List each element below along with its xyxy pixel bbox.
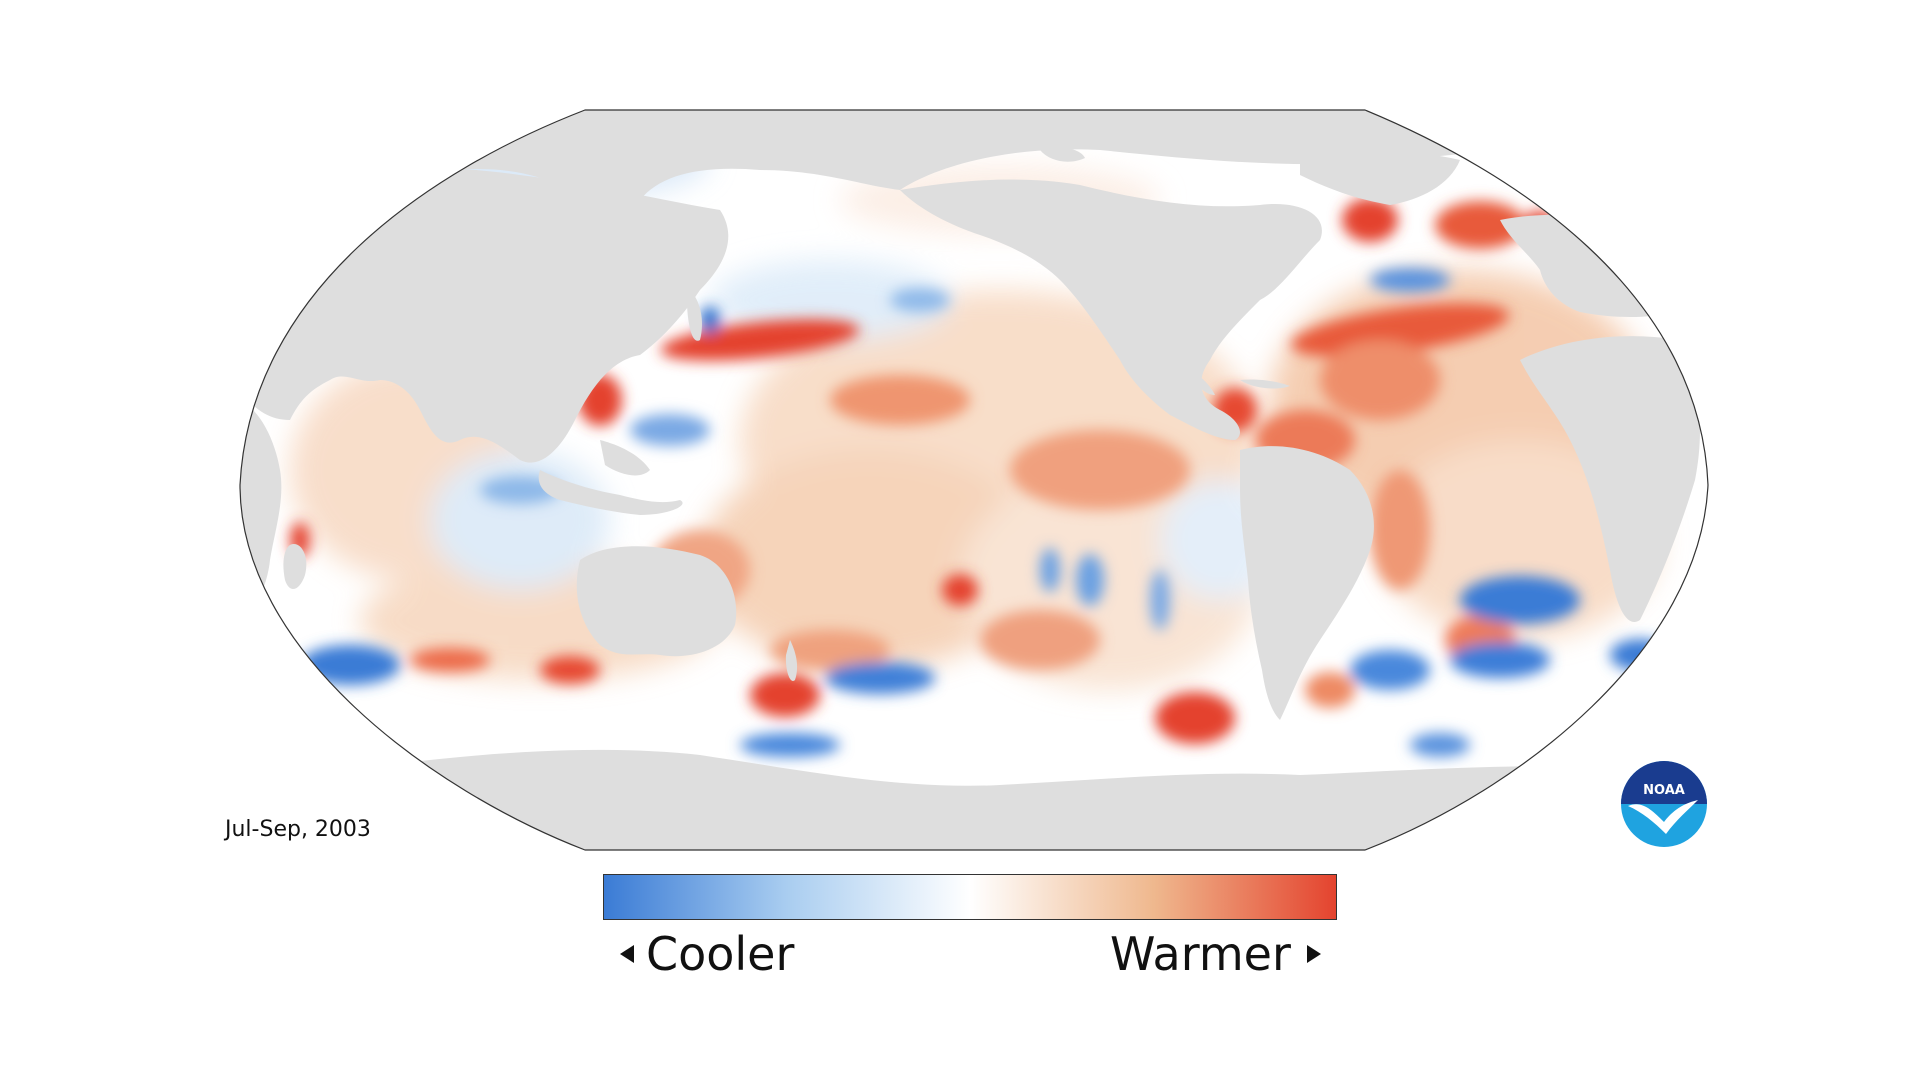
triangle-right-icon: [1306, 944, 1321, 963]
period-label: Jul-Sep, 2003: [225, 817, 371, 842]
noaa-logo-text: NOAA: [1643, 783, 1685, 798]
map-outline: [239, 109, 1709, 851]
legend-cooler-label: Cooler: [620, 924, 794, 984]
noaa-logo: NOAA: [1621, 761, 1707, 847]
triangle-left-icon: [620, 944, 634, 963]
warmer-text: Warmer: [1110, 927, 1291, 981]
legend-warmer-label: Warmer: [1110, 924, 1321, 984]
legend-color-bar: [603, 874, 1337, 920]
cooler-text: Cooler: [646, 927, 795, 981]
legend-gradient: [603, 874, 1337, 920]
land-masses: [240, 110, 1708, 850]
